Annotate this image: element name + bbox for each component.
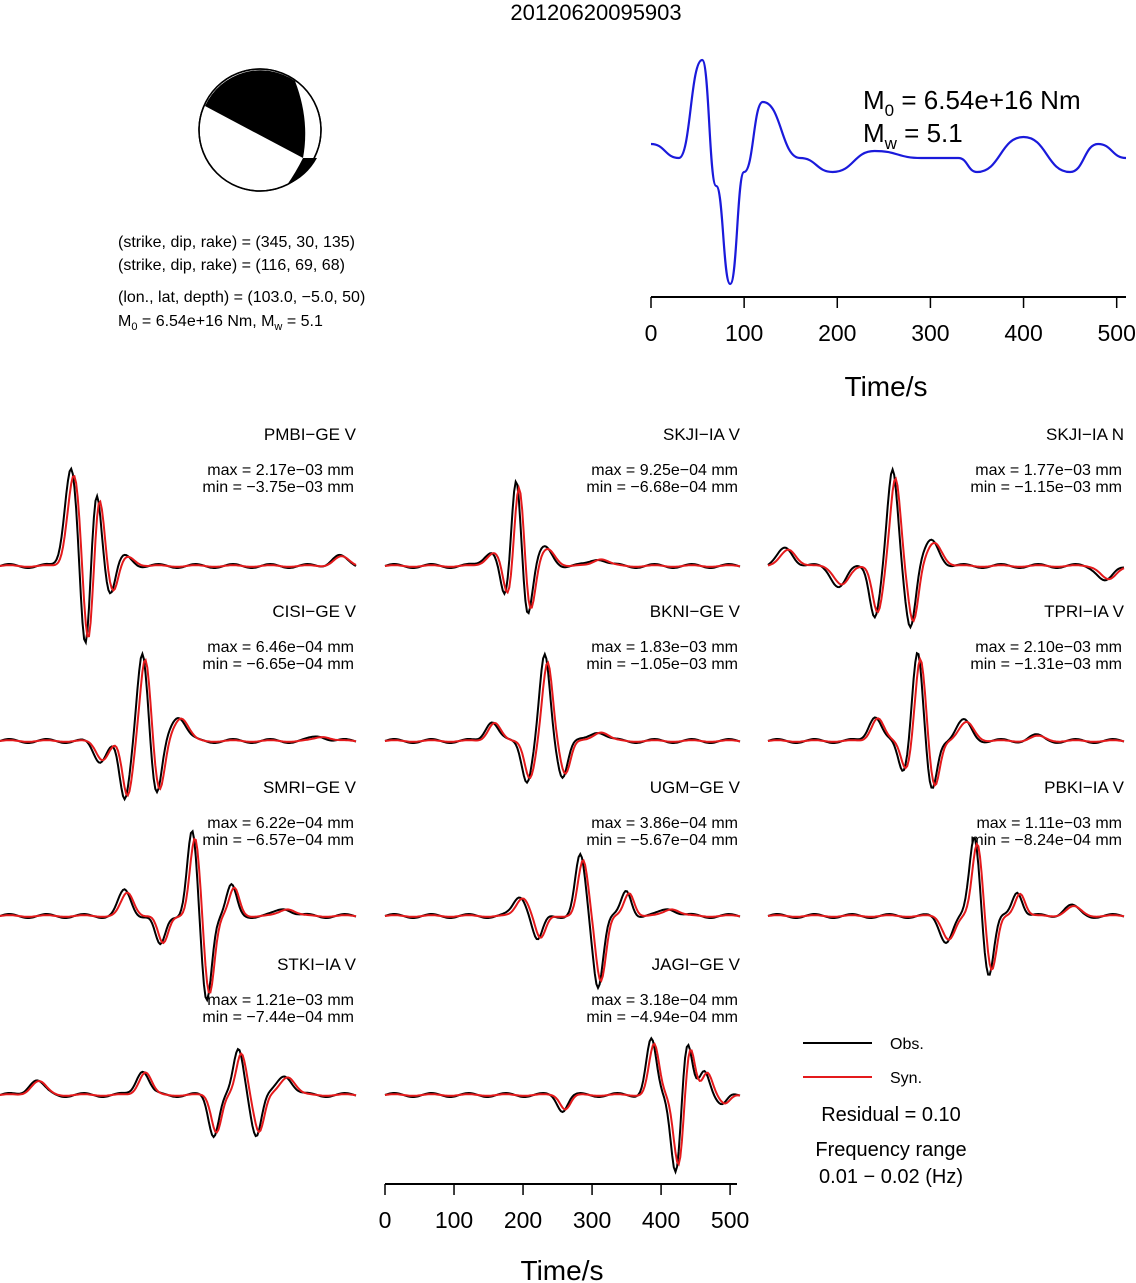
station-label: JAGI−GE V [652,955,741,974]
syn-series-line [0,657,357,798]
stf-m0-label: M0 = 6.54e+16 Nm [863,85,1081,120]
station-max: max = 9.25e−04 mm [591,462,738,479]
syn-series-line [767,476,1125,623]
syn-series-line [0,837,357,994]
syn-series-line [384,660,741,780]
station-max: max = 3.86e−04 mm [591,815,738,832]
syn-series-line [767,841,1125,972]
station-max: max = 6.46e−04 mm [207,639,354,656]
axis-tick-label: 300 [911,320,949,346]
stf-x-axis-label: Time/s [845,371,928,402]
axis-tick-label: 500 [1097,320,1135,346]
station-label: PMBI−GE V [264,425,357,444]
station-max: max = 2.17e−03 mm [207,462,354,479]
station-max: max = 1.21e−03 mm [207,992,354,1009]
axis-tick-label: 500 [711,1207,749,1233]
axis-tick-label: 400 [1004,320,1042,346]
station-min: min = −5.67e−04 mm [586,832,738,849]
figure-title: 20120620095903 [510,0,681,25]
axis-tick-label: 400 [642,1207,680,1233]
mechanism-line-3: (lon., lat, depth) = (103.0, −5.0, 50) [118,289,365,306]
obs-series-line [767,651,1125,789]
syn-series-line [0,1051,357,1134]
station-label: CISI−GE V [272,602,356,621]
station-max: max = 2.10e−03 mm [975,639,1122,656]
stf-series-line [650,58,1127,286]
legend-syn-label: Syn. [890,1070,922,1087]
obs-series-line [384,478,741,615]
station-min: min = −3.75e−03 mm [202,479,354,496]
mechanism-moment-line: M0 = 6.54e+16 Nm, Mw = 5.1 [118,313,323,333]
station-label: SKJI−IA V [663,425,741,444]
axis-tick-label: 300 [573,1207,611,1233]
station-max: max = 3.18e−04 mm [591,992,738,1009]
mechanism-info: (strike, dip, rake) = (345, 30, 135) (st… [118,234,365,333]
axis-tick-label: 200 [818,320,856,346]
legend-obs-label: Obs. [890,1036,924,1053]
legend: Obs. Syn. Residual = 0.10 Frequency rang… [803,1036,967,1188]
station-min: min = −1.05e−03 mm [586,656,738,673]
axis-tick-label: 0 [645,320,658,346]
station-min: min = −8.24e−04 mm [970,832,1122,849]
station-label: PBKI−IA V [1044,778,1125,797]
station-min: min = −1.15e−03 mm [970,479,1122,496]
axis-tick-label: 200 [504,1207,542,1233]
syn-series-line [0,474,357,638]
axis-tick-label: 100 [435,1207,473,1233]
syn-series-line [767,656,1125,788]
syn-series-line [384,858,741,983]
station-max: max = 1.77e−03 mm [975,462,1122,479]
axis-tick-label: 0 [379,1207,392,1233]
station-min: min = −7.44e−04 mm [202,1009,354,1026]
station-min: min = −4.94e−04 mm [586,1009,738,1026]
obs-series-line [384,651,741,785]
legend-frequency-value: 0.01 − 0.02 (Hz) [819,1166,963,1188]
station-min: min = −1.31e−03 mm [970,656,1122,673]
axis-tick-label: 100 [725,320,763,346]
station-max: max = 1.11e−03 mm [976,815,1122,832]
beachball-icon [198,68,322,192]
legend-residual: Residual = 0.10 [821,1104,961,1126]
legend-frequency-title: Frequency range [815,1139,966,1161]
mechanism-line-1: (strike, dip, rake) = (345, 30, 135) [118,234,355,251]
bottom-x-axis-label: Time/s [521,1255,604,1283]
bottom-x-axis: 0 100 200 300 400 500 [379,1183,749,1233]
station-label: SKJI−IA N [1046,425,1124,444]
station-label: SMRI−GE V [263,778,357,797]
mechanism-line-2: (strike, dip, rake) = (116, 69, 68) [118,257,345,274]
station-min: min = −6.68e−04 mm [586,479,738,496]
stf-mw-label: Mw = 5.1 [863,118,963,153]
syn-series-line [384,1042,741,1167]
station-min: min = −6.57e−04 mm [202,832,354,849]
stf-x-axis: 0 100 200 300 400 500 [645,296,1136,346]
station-label: TPRI−IA V [1044,602,1124,621]
station-max: max = 6.22e−04 mm [207,815,354,832]
station-min: min = −6.65e−04 mm [202,656,354,673]
station-label: BKNI−GE V [650,602,741,621]
syn-series-line [384,484,741,610]
station-label: UGM−GE V [650,778,741,797]
station-label: STKI−IA V [277,955,357,974]
obs-series-line [384,1036,741,1175]
station-max: max = 1.83e−03 mm [591,639,738,656]
